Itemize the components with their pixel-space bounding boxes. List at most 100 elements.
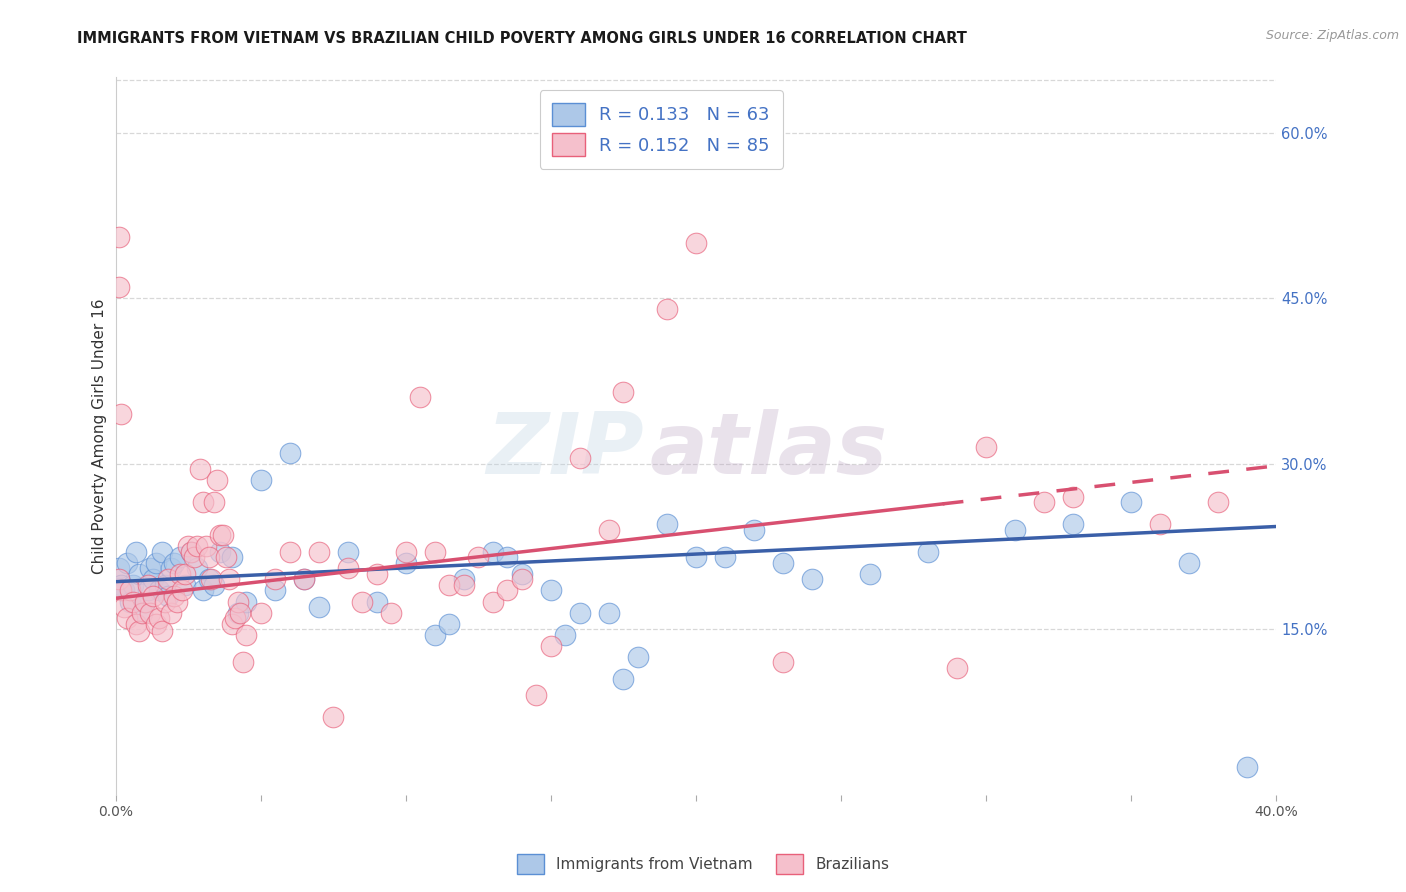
Point [128,624,150,639]
Point [1033,495,1056,509]
Point [742,523,765,537]
Point [226,594,249,608]
Point [859,566,882,581]
Point [117,611,139,625]
Point [974,440,997,454]
Point [801,573,824,587]
Point [145,556,167,570]
Point [612,384,634,399]
Point [183,550,205,565]
Point [1178,556,1201,570]
Point [1004,523,1026,537]
Point [120,583,142,598]
Point [510,573,533,587]
Point [439,578,461,592]
Point [136,578,159,592]
Point [169,566,191,581]
Point [112,583,135,598]
Point [568,451,591,466]
Point [1208,495,1230,509]
Point [1062,517,1084,532]
Point [205,473,228,487]
Point [188,462,211,476]
Point [395,545,418,559]
Point [1062,490,1084,504]
Legend: R = 0.133   N = 63, R = 0.152   N = 85: R = 0.133 N = 63, R = 0.152 N = 85 [540,90,783,169]
Point [209,545,232,559]
Point [212,528,235,542]
Point [482,594,505,608]
Point [145,616,167,631]
Point [156,589,179,603]
Point [467,550,489,565]
Point [128,566,150,581]
Point [221,550,243,565]
Point [122,578,145,592]
Point [117,556,139,570]
Point [131,606,153,620]
Point [197,573,219,587]
Point [142,589,165,603]
Point [159,606,181,620]
Point [218,573,240,587]
Point [685,550,707,565]
Point [308,545,330,559]
Point [209,528,232,542]
Point [308,600,330,615]
Point [125,616,148,631]
Point [131,606,153,620]
Point [191,583,214,598]
Point [510,566,533,581]
Point [278,545,301,559]
Point [150,545,173,559]
Point [540,639,562,653]
Point [336,561,359,575]
Point [229,606,252,620]
Point [107,573,129,587]
Point [264,573,287,587]
Point [169,550,191,565]
Point [134,594,156,608]
Point [180,545,202,559]
Point [409,391,432,405]
Point [612,672,634,686]
Point [627,649,650,664]
Point [1236,760,1258,774]
Point [148,611,170,625]
Point [598,606,620,620]
Point [110,407,132,421]
Point [153,594,176,608]
Text: IMMIGRANTS FROM VIETNAM VS BRAZILIAN CHILD POVERTY AMONG GIRLS UNDER 16 CORRELAT: IMMIGRANTS FROM VIETNAM VS BRAZILIAN CHI… [77,31,967,46]
Point [120,594,142,608]
Point [453,578,475,592]
Point [366,566,388,581]
Point [172,583,194,598]
Point [142,573,165,587]
Point [125,545,148,559]
Point [139,606,162,620]
Point [482,545,505,559]
Legend: Immigrants from Vietnam, Brazilians: Immigrants from Vietnam, Brazilians [510,848,896,880]
Point [191,495,214,509]
Point [202,578,225,592]
Point [423,545,446,559]
Point [110,583,132,598]
Point [336,545,359,559]
Point [395,556,418,570]
Point [202,495,225,509]
Point [554,627,576,641]
Point [772,655,794,669]
Point [112,600,135,615]
Point [772,556,794,570]
Point [264,583,287,598]
Point [148,583,170,598]
Point [110,578,132,592]
Y-axis label: Child Poverty Among Girls Under 16: Child Poverty Among Girls Under 16 [93,298,107,574]
Point [292,573,315,587]
Point [200,573,222,587]
Point [540,583,562,598]
Point [159,561,181,575]
Point [439,616,461,631]
Point [685,235,707,250]
Text: ZIP: ZIP [486,409,644,491]
